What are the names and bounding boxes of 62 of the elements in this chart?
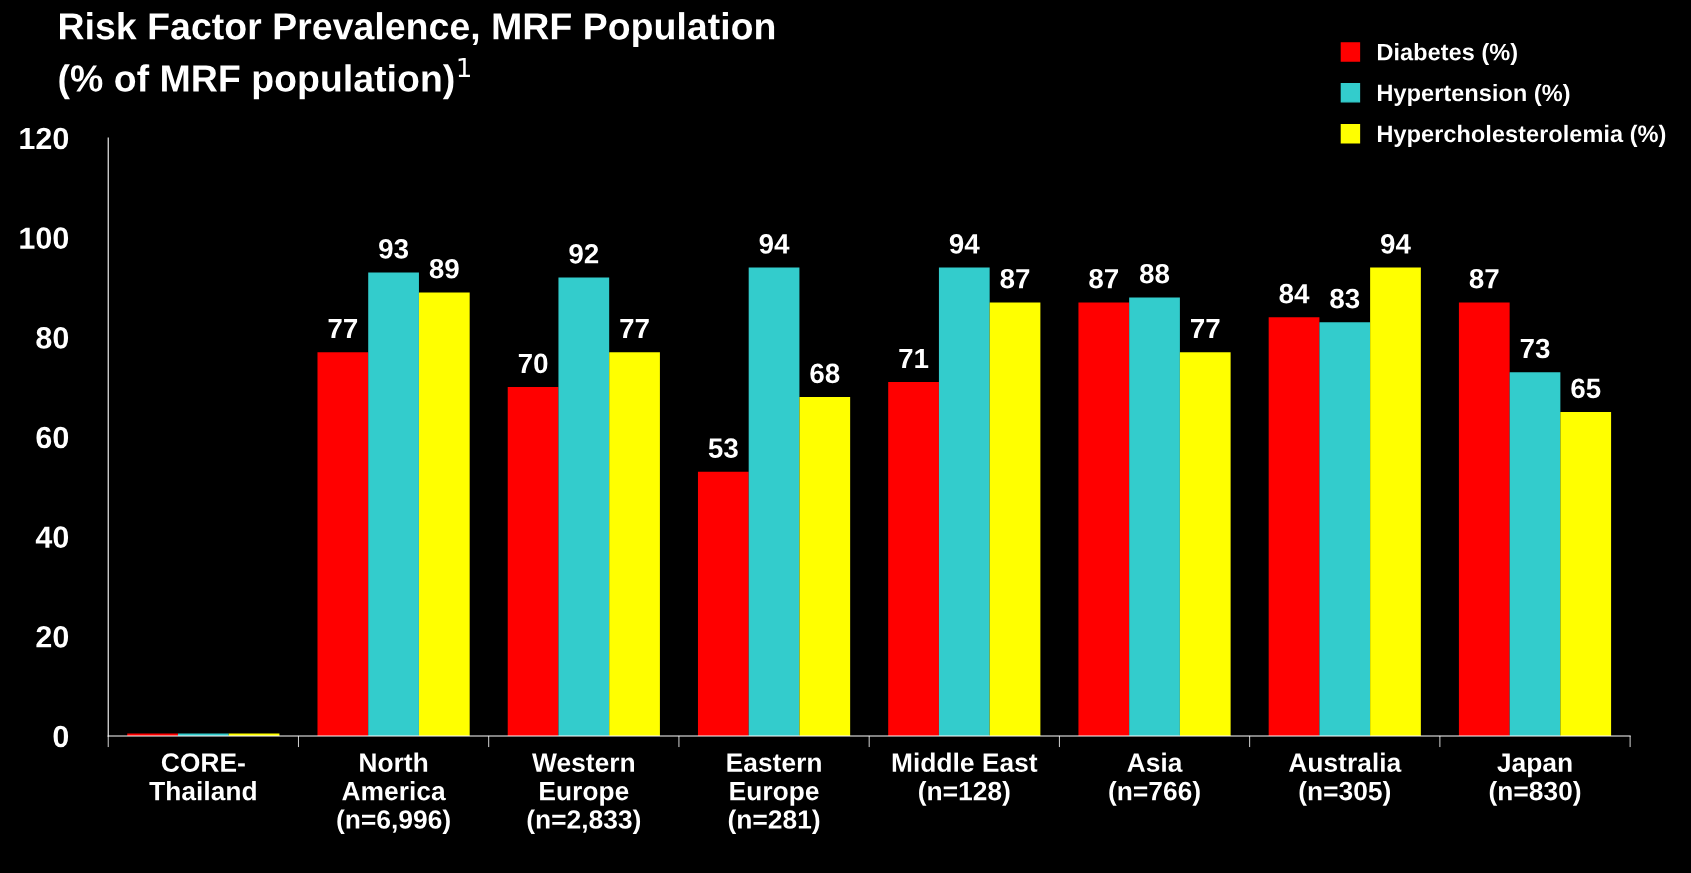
legend-label: Hypertension (%) [1377, 83, 1570, 106]
data-label: 88 [1139, 263, 1170, 284]
data-label: 94 [1381, 234, 1411, 254]
y-tick-label: 80 [36, 327, 69, 349]
bar [938, 267, 990, 736]
data-label: 65 [1571, 378, 1601, 399]
x-tick-label: CORE- Thailand [149, 753, 256, 801]
data-label: 87 [1000, 268, 1030, 289]
bar [1560, 412, 1612, 736]
bar [888, 382, 939, 736]
x-tick-label: North America (n=6,996) [337, 752, 450, 835]
y-tick-label: 100 [20, 227, 69, 249]
x-tick-label: Australia (n=305) [1288, 752, 1402, 806]
legend-label: Hypercholesterolemia (%) [1377, 124, 1666, 147]
data-label: 53 [708, 438, 738, 459]
x-tick-label: Middle East (n=128) [892, 752, 1038, 806]
bar [609, 352, 660, 736]
data-label: 73 [1520, 338, 1550, 359]
bar [1319, 322, 1371, 736]
bar [507, 387, 559, 736]
data-label: 77 [1191, 319, 1220, 339]
bar [1509, 372, 1561, 736]
bar [799, 397, 851, 736]
bar [1078, 302, 1130, 736]
data-label: 93 [379, 238, 409, 259]
chart-title: Risk Factor Prevalence, MRF Population [60, 12, 775, 48]
y-tick-label: 40 [35, 526, 69, 548]
x-tick-label: Japan (n=830) [1489, 753, 1581, 806]
data-label: 89 [429, 258, 459, 279]
bar [1458, 302, 1510, 736]
y-tick-label: 120 [20, 127, 69, 150]
bar [1179, 352, 1231, 736]
bar [558, 277, 610, 736]
y-tick-label: 20 [36, 626, 69, 648]
data-label: 68 [810, 363, 840, 384]
x-tick-label: Asia (n=766) [1109, 752, 1200, 806]
data-label: 87 [1469, 268, 1499, 289]
x-tick-label: Eastern Europe (n=281) [727, 753, 821, 835]
bar [748, 267, 800, 736]
data-label: 87 [1089, 268, 1119, 289]
bar [418, 292, 470, 736]
y-tick-label: 0 [53, 725, 69, 748]
bar [1129, 297, 1180, 736]
bar [368, 272, 419, 736]
chart-subtitle: (% of MRF population)$^{1}$ [59, 57, 470, 100]
data-label: 83 [1330, 288, 1360, 309]
data-label: 94 [949, 234, 980, 254]
data-label: 84 [1279, 283, 1310, 304]
data-label: 70 [518, 353, 548, 374]
data-label: 77 [620, 319, 649, 339]
legend-label: Diabetes (%) [1377, 43, 1517, 66]
bar [317, 352, 369, 736]
y-tick-label: 60 [36, 426, 69, 449]
x-tick-label: Western Europe (n=2,833) [527, 753, 641, 835]
data-label: 94 [759, 234, 790, 254]
data-label: 71 [899, 348, 929, 369]
data-label: 92 [569, 243, 599, 264]
bar [989, 302, 1041, 736]
data-label: 77 [328, 319, 358, 339]
bar [1268, 317, 1320, 736]
bar [1370, 267, 1421, 736]
bar [697, 471, 749, 736]
